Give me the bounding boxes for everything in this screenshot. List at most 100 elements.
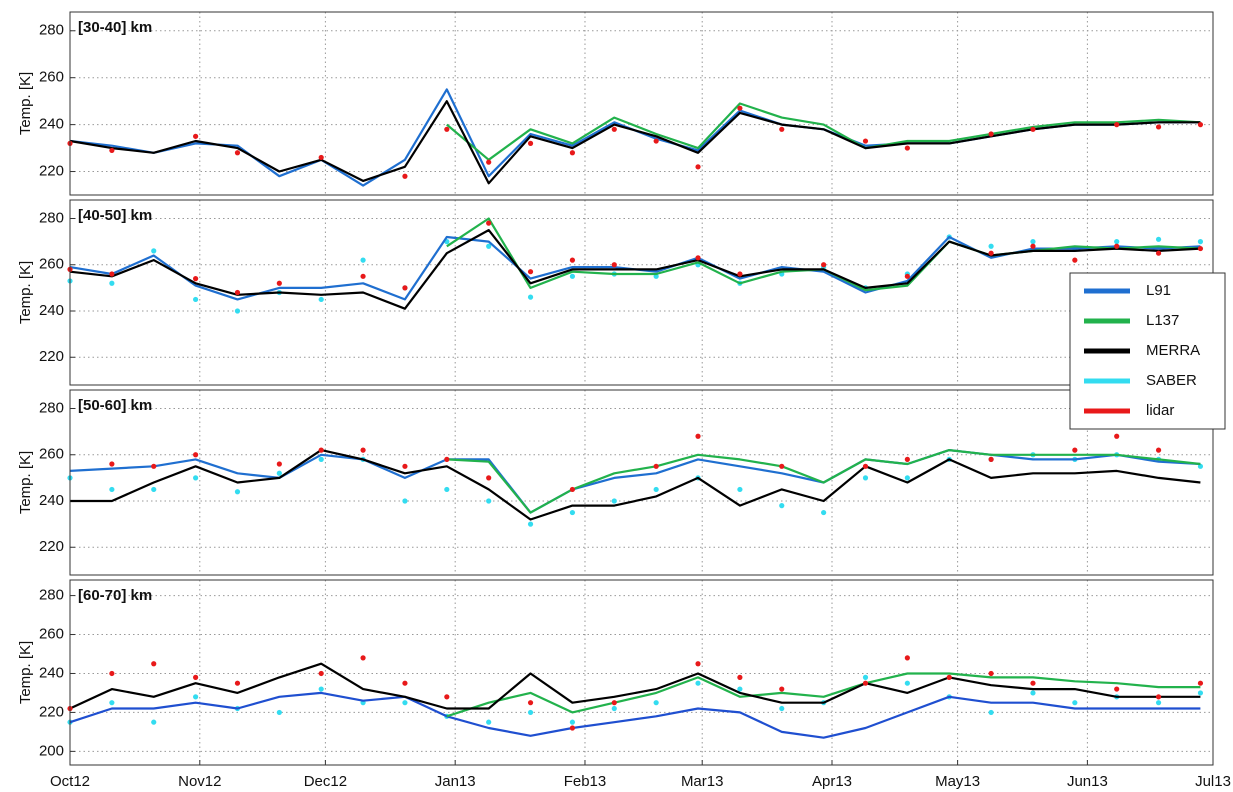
data-point: [486, 719, 492, 725]
data-point: [151, 661, 157, 667]
y-tick-label: 280: [39, 22, 64, 39]
data-point: [193, 674, 199, 680]
data-point: [569, 509, 576, 516]
data-point: [402, 680, 408, 686]
data-point: [611, 705, 617, 712]
data-point: [653, 138, 659, 144]
data-point: [151, 248, 157, 254]
data-point: [318, 296, 324, 303]
series-line: MERRA: [70, 449, 1201, 521]
data-point: [862, 475, 869, 481]
legend-label: SABER: [1146, 372, 1197, 389]
y-tick-label: 240: [39, 492, 64, 509]
data-point: [904, 680, 910, 686]
data-point: [904, 655, 910, 661]
data-point: [360, 655, 366, 661]
data-point: [737, 686, 743, 692]
y-tick-label: 280: [39, 209, 64, 226]
data-point: [611, 126, 617, 132]
data-point: [527, 521, 534, 527]
data-point: [234, 680, 241, 686]
data-point: [234, 489, 241, 495]
data-point: [988, 243, 994, 249]
data-point: [486, 498, 492, 504]
data-point: [360, 257, 366, 263]
data-point: [821, 262, 827, 268]
data-point: [611, 498, 617, 504]
data-point: [1072, 447, 1078, 453]
data-point: [779, 686, 785, 692]
y-tick-label: 260: [39, 69, 64, 86]
series-line: L137: [446, 102, 1201, 161]
data-point: [988, 670, 994, 677]
data-point: [109, 670, 115, 677]
data-point: [402, 498, 408, 504]
x-tick-label: Jan13: [435, 773, 476, 790]
data-point: [988, 709, 994, 716]
data-point: [779, 705, 785, 712]
data-point: [862, 674, 869, 680]
y-tick-label: 220: [39, 538, 64, 555]
series-line: L91: [69, 691, 1201, 739]
data-point: [1197, 680, 1204, 686]
data-point: [569, 486, 576, 493]
data-point: [1114, 433, 1120, 439]
data-point: [1155, 700, 1162, 706]
data-point: [695, 255, 701, 261]
data-point: [737, 486, 743, 493]
data-point: [527, 294, 534, 300]
data-point: [695, 680, 701, 686]
y-axis-label: Temp. [K]: [17, 641, 34, 704]
data-point: [360, 273, 366, 279]
data-point: [444, 126, 450, 132]
data-point: [1030, 690, 1036, 696]
series-line: L137: [446, 672, 1201, 718]
data-point: [402, 285, 408, 291]
data-point: [695, 661, 701, 667]
data-point: [695, 164, 701, 170]
data-point: [1114, 243, 1120, 249]
x-tick-label: Apr13: [812, 773, 852, 790]
data-point: [318, 670, 324, 677]
data-point: [1072, 257, 1078, 263]
series-line: L91: [69, 449, 1201, 514]
data-point: [1197, 122, 1204, 128]
data-point: [276, 280, 282, 286]
panel-frame: [69, 579, 1214, 766]
data-point: [276, 709, 282, 716]
data-point: [151, 463, 157, 469]
x-tick-label: Feb13: [564, 773, 607, 790]
data-point: [1114, 686, 1120, 692]
data-point: [109, 147, 115, 154]
data-point: [444, 694, 450, 700]
panel-background: [70, 580, 1213, 765]
data-point: [904, 145, 910, 151]
data-point: [1114, 122, 1120, 128]
data-point: [527, 140, 534, 146]
data-point: [1197, 245, 1204, 252]
data-point: [1197, 690, 1204, 696]
data-point: [779, 503, 785, 509]
panel-label: [50-60] km: [78, 397, 152, 414]
y-tick-label: 220: [39, 163, 64, 180]
data-point: [988, 131, 994, 137]
data-point: [486, 243, 492, 249]
series-line: MERRA: [69, 100, 1201, 185]
data-point: [318, 686, 324, 692]
data-point: [402, 173, 408, 179]
data-point: [862, 138, 869, 144]
x-tick-label: Dec12: [304, 773, 347, 790]
data-point: [234, 150, 241, 156]
data-point: [988, 456, 994, 462]
data-point: [527, 269, 534, 275]
data-point: [737, 271, 743, 277]
data-point: [862, 680, 869, 686]
data-point: [109, 700, 115, 706]
data-point: [653, 486, 659, 493]
data-point: [109, 461, 115, 467]
data-point: [904, 273, 910, 279]
data-point: [653, 463, 659, 469]
data-point: [151, 486, 157, 493]
data-point: [737, 674, 743, 680]
data-point: [318, 456, 324, 462]
